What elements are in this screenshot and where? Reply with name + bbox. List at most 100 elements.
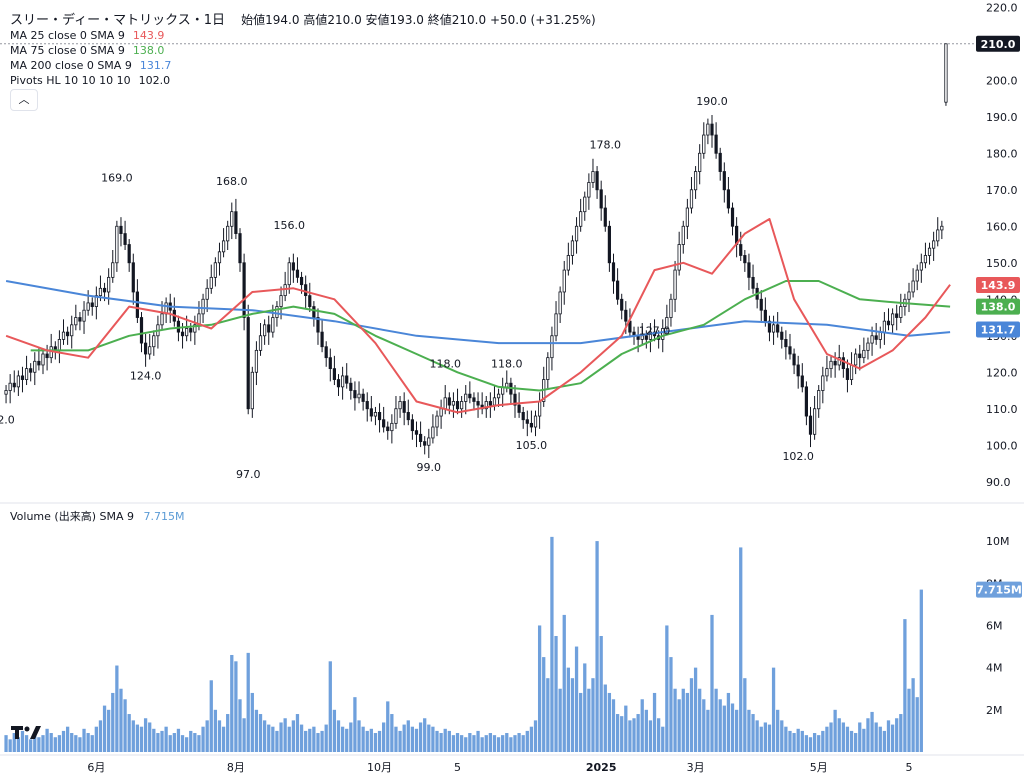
volume-bar	[730, 703, 735, 752]
candle-body	[776, 324, 780, 333]
volume-bar	[833, 709, 837, 752]
candle-body	[849, 364, 854, 380]
candle-body	[263, 324, 267, 337]
candle-body	[4, 390, 8, 395]
volume-bar	[702, 699, 706, 752]
candle-body	[143, 342, 148, 355]
candle-body	[730, 207, 735, 227]
candle-body	[821, 375, 825, 391]
candle-body	[8, 382, 12, 391]
candle-body	[862, 349, 866, 359]
volume-bar	[414, 728, 419, 752]
volume-bar	[283, 718, 287, 752]
candle-body	[476, 401, 480, 406]
candle-body	[189, 328, 193, 333]
candle-body	[70, 324, 74, 337]
volume-bar	[882, 730, 887, 752]
open-value: 194.0	[265, 13, 300, 27]
volume-bar	[579, 692, 583, 752]
volume-bar	[468, 733, 472, 752]
volume-bar	[636, 714, 640, 752]
x-tick-label: 2025	[586, 761, 617, 774]
candle-body	[620, 298, 624, 311]
x-tick-label: 8月	[227, 761, 245, 774]
volume-bar	[755, 720, 759, 752]
candle-body	[665, 317, 669, 329]
volume-bar	[808, 737, 813, 752]
candle-body	[813, 408, 817, 435]
candle-body	[242, 262, 246, 318]
volume-bar	[698, 688, 702, 752]
volume-bar	[361, 726, 365, 752]
candle-body	[698, 152, 702, 172]
candle-body	[176, 320, 181, 333]
candle-body	[291, 262, 295, 271]
candle-body	[464, 393, 468, 402]
volume-bar	[349, 722, 353, 752]
candle-body	[20, 375, 25, 380]
volume-bar	[784, 726, 788, 752]
candle-body	[386, 426, 390, 432]
volume-bar	[431, 726, 435, 752]
candle-body	[135, 291, 139, 318]
indicator-ma25[interactable]: MA 25 close 0 SMA 9 143.9	[10, 29, 165, 42]
volume-bar	[423, 718, 427, 752]
volume-bar	[640, 699, 644, 752]
candle-body	[37, 360, 41, 366]
candle-body	[423, 441, 427, 446]
candle-body	[927, 247, 932, 256]
volume-bar	[271, 726, 275, 752]
chevron-up-icon[interactable]: ︿	[10, 89, 38, 111]
candle-body	[90, 302, 94, 307]
volume-bar	[907, 688, 911, 752]
candle-body	[324, 346, 328, 359]
pivot-label: 168.0	[216, 175, 248, 188]
candle-body	[574, 225, 579, 242]
volume-bar	[201, 726, 205, 752]
volume-legend[interactable]: Volume (出来高) SMA 9 7.715M	[10, 510, 185, 523]
candle-body	[505, 382, 509, 388]
candle-body	[316, 317, 320, 333]
volume-bar	[336, 720, 341, 752]
volume-bar	[554, 636, 558, 752]
volume-bar	[665, 625, 669, 752]
y-tick-label: 90.0	[986, 476, 1011, 489]
ma25-line	[5, 218, 951, 414]
y-tick-label: 220.0	[986, 1, 1018, 14]
pivot-label: 190.0	[696, 95, 728, 108]
volume-bar	[505, 733, 509, 752]
volume-bar	[743, 678, 747, 752]
volume-bar	[566, 667, 570, 752]
volume-bar	[620, 716, 624, 752]
volume-bar	[197, 735, 201, 752]
indicator-pivots[interactable]: Pivots HL 10 10 10 10 102.0	[10, 74, 171, 87]
candle-body	[111, 262, 115, 278]
candle-body	[414, 430, 419, 435]
candle-body	[115, 225, 119, 264]
volume-tick-label: 2M	[986, 704, 1003, 717]
candle-body	[570, 240, 575, 256]
candle-body	[226, 225, 230, 242]
volume-bar	[213, 709, 218, 752]
ma75-line	[30, 280, 951, 392]
indicator-ma200[interactable]: MA 200 close 0 SMA 9 131.7	[10, 59, 172, 72]
volume-bar	[513, 735, 517, 752]
volume-bar	[648, 720, 653, 752]
volume-bar	[131, 720, 135, 752]
price-tag-label: 131.7	[981, 324, 1016, 337]
volume-bar	[328, 661, 332, 752]
volume-bar	[899, 714, 903, 752]
candle-body	[940, 225, 944, 231]
candle-body	[771, 324, 776, 333]
volume-bar	[677, 699, 681, 752]
candle-body	[936, 229, 940, 242]
volume-bar	[780, 720, 784, 752]
candle-body	[406, 412, 410, 421]
volume-bar	[312, 726, 316, 752]
close-value: 210.0	[451, 13, 487, 27]
indicator-ma75[interactable]: MA 75 close 0 SMA 9 138.0	[10, 44, 165, 57]
tradingview-logo-icon[interactable]	[10, 722, 44, 742]
volume-bar	[595, 541, 599, 752]
candle-body	[127, 244, 131, 264]
